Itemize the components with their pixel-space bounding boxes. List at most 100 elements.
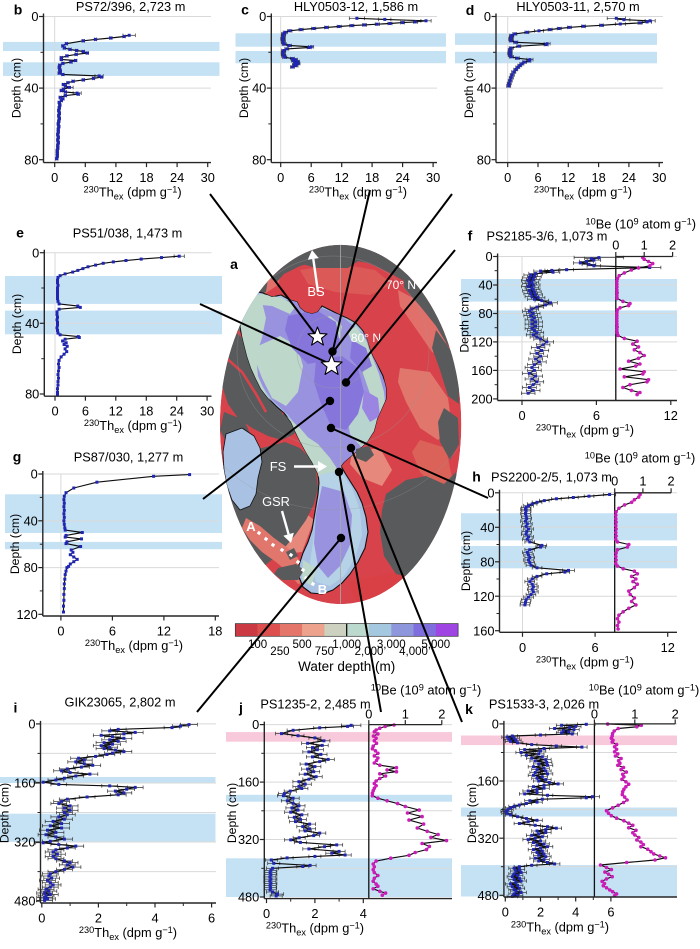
svg-text:B: B	[318, 582, 327, 597]
svg-text:1,000: 1,000	[332, 639, 361, 651]
svg-text:80: 80	[252, 152, 266, 167]
svg-text:PS87/030, 1,277 m: PS87/030, 1,277 m	[74, 450, 184, 465]
svg-text:PS2200-2/5, 1,073 m: PS2200-2/5, 1,073 m	[491, 470, 612, 485]
svg-text:230Thex (dpm g−1): 230Thex (dpm g−1)	[79, 925, 177, 942]
svg-text:0: 0	[504, 170, 511, 185]
svg-text:80: 80	[477, 152, 491, 167]
svg-text:h: h	[472, 469, 481, 485]
svg-text:6: 6	[208, 911, 215, 926]
svg-text:6: 6	[109, 624, 116, 639]
svg-text:10Be (109 atom g−1): 10Be (109 atom g−1)	[586, 217, 697, 232]
svg-text:230Thex (dpm g−1): 230Thex (dpm g−1)	[534, 185, 632, 202]
svg-text:120: 120	[16, 607, 37, 622]
svg-text:40: 40	[252, 81, 266, 96]
svg-text:4: 4	[572, 905, 579, 920]
svg-text:40: 40	[25, 316, 39, 331]
svg-text:10Be (109 atom g−1): 10Be (109 atom g−1)	[585, 451, 696, 466]
svg-text:d: d	[466, 2, 475, 18]
svg-text:2: 2	[668, 474, 675, 489]
svg-text:40: 40	[478, 278, 492, 293]
svg-text:80: 80	[478, 306, 492, 321]
svg-text:0: 0	[484, 9, 491, 24]
svg-text:18: 18	[591, 170, 605, 185]
svg-text:230Thex (dpm g−1): 230Thex (dpm g−1)	[536, 655, 634, 672]
svg-text:70° N: 70° N	[386, 278, 416, 292]
svg-text:PS2185-3/6, 1,073 m: PS2185-3/6, 1,073 m	[487, 229, 608, 244]
svg-text:0: 0	[51, 170, 58, 185]
svg-text:10Be (109 atom g−1): 10Be (109 atom g−1)	[371, 683, 482, 698]
svg-text:Depth (cm): Depth (cm)	[462, 58, 476, 118]
svg-text:12: 12	[664, 408, 678, 423]
svg-text:2: 2	[669, 238, 676, 253]
svg-text:0: 0	[487, 485, 494, 500]
svg-text:120: 120	[473, 589, 494, 604]
svg-text:0: 0	[612, 238, 619, 253]
svg-text:24: 24	[170, 404, 184, 419]
svg-text:4,000: 4,000	[399, 646, 428, 658]
svg-text:230Thex (dpm g−1): 230Thex (dpm g−1)	[309, 185, 407, 202]
svg-text:80: 80	[480, 554, 494, 569]
svg-text:Depth (cm): Depth (cm)	[237, 58, 251, 118]
svg-text:2,000: 2,000	[355, 646, 384, 658]
svg-text:120: 120	[471, 335, 492, 350]
svg-text:80: 80	[25, 387, 39, 402]
svg-text:12: 12	[561, 170, 575, 185]
svg-text:12: 12	[109, 170, 123, 185]
svg-text:BS: BS	[307, 284, 325, 299]
svg-text:0: 0	[31, 9, 38, 24]
svg-text:6: 6	[592, 640, 599, 655]
svg-text:80: 80	[24, 560, 38, 575]
svg-text:GIK23065, 2,802 m: GIK23065, 2,802 m	[65, 695, 176, 710]
svg-text:480: 480	[14, 894, 35, 909]
svg-text:1: 1	[402, 707, 409, 722]
svg-text:160: 160	[14, 776, 35, 791]
svg-text:250: 250	[270, 646, 289, 658]
svg-text:230Thex (dpm g−1): 230Thex (dpm g−1)	[84, 418, 182, 435]
svg-text:24: 24	[622, 170, 636, 185]
svg-text:18: 18	[139, 404, 153, 419]
svg-text:PS1235-2, 2,485 m: PS1235-2, 2,485 m	[260, 697, 370, 712]
svg-text:g: g	[13, 449, 22, 465]
svg-text:FS: FS	[270, 459, 287, 474]
svg-text:2: 2	[672, 707, 679, 722]
svg-text:GSR: GSR	[262, 494, 290, 509]
svg-text:6: 6	[593, 408, 600, 423]
svg-text:320: 320	[478, 831, 499, 846]
svg-text:2: 2	[311, 906, 318, 921]
svg-text:Depth (cm): Depth (cm)	[465, 783, 479, 843]
svg-text:b: b	[14, 2, 23, 18]
svg-text:160: 160	[478, 774, 499, 789]
svg-text:480: 480	[478, 888, 499, 903]
svg-text:6: 6	[534, 170, 541, 185]
svg-text:0: 0	[519, 640, 526, 655]
svg-text:1: 1	[631, 707, 638, 722]
svg-text:200: 200	[471, 392, 492, 407]
svg-text:230Thex (dpm g−1): 230Thex (dpm g−1)	[85, 638, 183, 655]
svg-text:Depth (cm): Depth (cm)	[8, 514, 22, 574]
svg-text:40: 40	[24, 81, 38, 96]
svg-text:0: 0	[365, 707, 372, 722]
svg-text:160: 160	[473, 623, 494, 638]
svg-text:30: 30	[652, 170, 666, 185]
svg-text:e: e	[16, 225, 24, 241]
svg-text:80° N: 80° N	[351, 331, 381, 345]
svg-text:12: 12	[661, 640, 675, 655]
svg-text:100: 100	[248, 639, 267, 651]
svg-text:2: 2	[95, 911, 102, 926]
svg-text:0: 0	[28, 717, 35, 732]
svg-text:j: j	[238, 700, 243, 716]
svg-text:2: 2	[438, 707, 445, 722]
svg-text:2: 2	[537, 905, 544, 920]
svg-text:230Thex (dpm g−1): 230Thex (dpm g−1)	[511, 920, 609, 937]
svg-text:0: 0	[611, 474, 618, 489]
svg-text:10Be (109 atom g−1): 10Be (109 atom g−1)	[589, 683, 700, 698]
svg-text:0: 0	[51, 404, 58, 419]
svg-text:0: 0	[277, 170, 284, 185]
svg-text:18: 18	[208, 624, 222, 639]
svg-text:0: 0	[518, 408, 525, 423]
svg-text:30: 30	[201, 170, 215, 185]
svg-text:12: 12	[157, 624, 171, 639]
svg-text:160: 160	[238, 775, 259, 790]
svg-text:Depth (cm): Depth (cm)	[0, 783, 12, 843]
svg-text:160: 160	[471, 363, 492, 378]
